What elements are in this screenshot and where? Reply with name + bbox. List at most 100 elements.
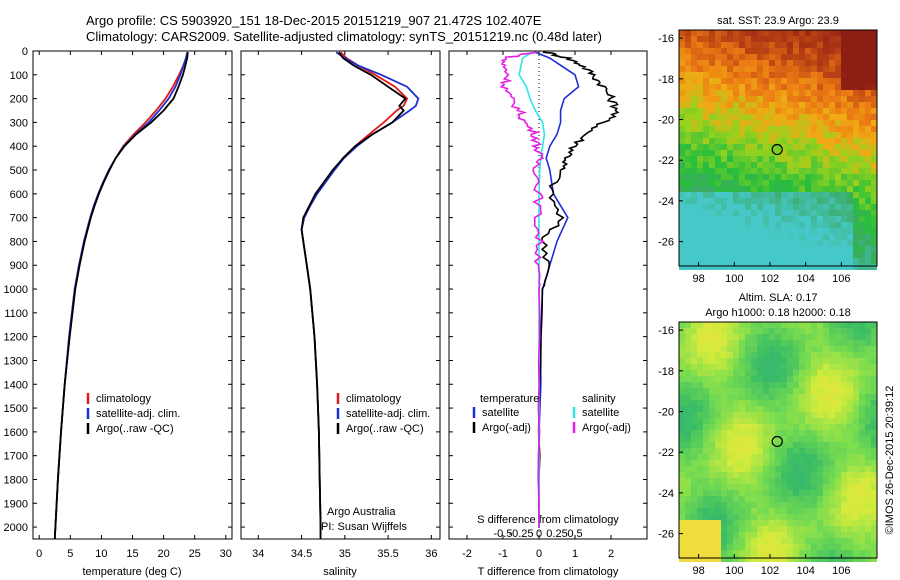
map-cell: [685, 334, 691, 340]
map-cell: [733, 120, 739, 126]
map-cell: [817, 424, 823, 430]
map-cell: [745, 424, 751, 430]
map-cell: [691, 114, 697, 120]
map-cell: [775, 48, 781, 54]
map-cell: [871, 66, 877, 72]
map-cell: [805, 72, 811, 78]
map-cell: [697, 532, 703, 538]
map-cell: [853, 478, 859, 484]
map-cell: [697, 508, 703, 514]
map-cell: [871, 490, 877, 496]
map-cell: [757, 508, 763, 514]
map-cell: [823, 48, 829, 54]
map-cell: [841, 192, 847, 198]
legend-title: salinity: [582, 393, 616, 405]
map-cell: [823, 180, 829, 186]
y-tick-label: -24: [658, 488, 674, 500]
map-cell: [865, 490, 871, 496]
map-cell: [685, 90, 691, 96]
map-cell: [703, 448, 709, 454]
map-cell: [805, 340, 811, 346]
map-cell: [763, 358, 769, 364]
map-cell: [871, 30, 877, 36]
map-cell: [811, 162, 817, 168]
map-cell: [763, 90, 769, 96]
map-cell: [685, 520, 691, 526]
map-cell: [817, 66, 823, 72]
map-cell: [715, 550, 721, 556]
map-cell: [775, 388, 781, 394]
map-cell: [757, 520, 763, 526]
map-cell: [853, 264, 859, 270]
map-cell: [769, 376, 775, 382]
map-cell: [733, 454, 739, 460]
map-cell: [685, 180, 691, 186]
map-cell: [793, 186, 799, 192]
map-cell: [715, 352, 721, 358]
map-cell: [691, 78, 697, 84]
map-cell: [727, 322, 733, 328]
map-cell: [727, 216, 733, 222]
map-cell: [865, 168, 871, 174]
map-cell: [679, 234, 685, 240]
map-cell: [817, 216, 823, 222]
map-cell: [769, 204, 775, 210]
map-cell: [859, 400, 865, 406]
map-cell: [703, 222, 709, 228]
map-cell: [721, 478, 727, 484]
map-cell: [727, 526, 733, 532]
map-cell: [853, 370, 859, 376]
map-cell: [721, 48, 727, 54]
map-cell: [721, 84, 727, 90]
map-cell: [703, 484, 709, 490]
map-cell: [685, 246, 691, 252]
map-cell: [799, 108, 805, 114]
map-cell: [763, 376, 769, 382]
map-cell: [841, 222, 847, 228]
map-cell: [709, 484, 715, 490]
map-cell: [709, 544, 715, 550]
map-cell: [817, 484, 823, 490]
map-cell: [763, 240, 769, 246]
map-cell: [763, 490, 769, 496]
map-cell: [751, 264, 757, 270]
map-cell: [709, 90, 715, 96]
map-cell: [847, 66, 853, 72]
map-cell: [703, 228, 709, 234]
map-cell: [679, 544, 685, 550]
map-cell: [745, 532, 751, 538]
map-cell: [757, 66, 763, 72]
map-cell: [775, 334, 781, 340]
map-cell: [823, 168, 829, 174]
map-cell: [841, 174, 847, 180]
map-cell: [811, 352, 817, 358]
map-cell: [721, 114, 727, 120]
map-cell: [703, 346, 709, 352]
map-cell: [835, 54, 841, 60]
map-cell: [715, 168, 721, 174]
map-cell: [835, 526, 841, 532]
map-cell: [751, 258, 757, 264]
map-cell: [739, 424, 745, 430]
map-cell: [835, 156, 841, 162]
map-cell: [871, 448, 877, 454]
map-cell: [859, 210, 865, 216]
map-cell: [823, 364, 829, 370]
map-cell: [781, 72, 787, 78]
map-cell: [787, 234, 793, 240]
map-cell: [859, 328, 865, 334]
map-cell: [847, 400, 853, 406]
map-cell: [775, 216, 781, 222]
map-cell: [745, 78, 751, 84]
map-cell: [763, 442, 769, 448]
x-tick-label: 36: [425, 548, 437, 560]
map-cell: [685, 442, 691, 448]
map-cell: [805, 192, 811, 198]
map-cell: [775, 400, 781, 406]
map-cell: [865, 370, 871, 376]
map-cell: [805, 144, 811, 150]
map-cell: [769, 418, 775, 424]
map-cell: [757, 448, 763, 454]
map-cell: [733, 526, 739, 532]
map-cell: [811, 96, 817, 102]
